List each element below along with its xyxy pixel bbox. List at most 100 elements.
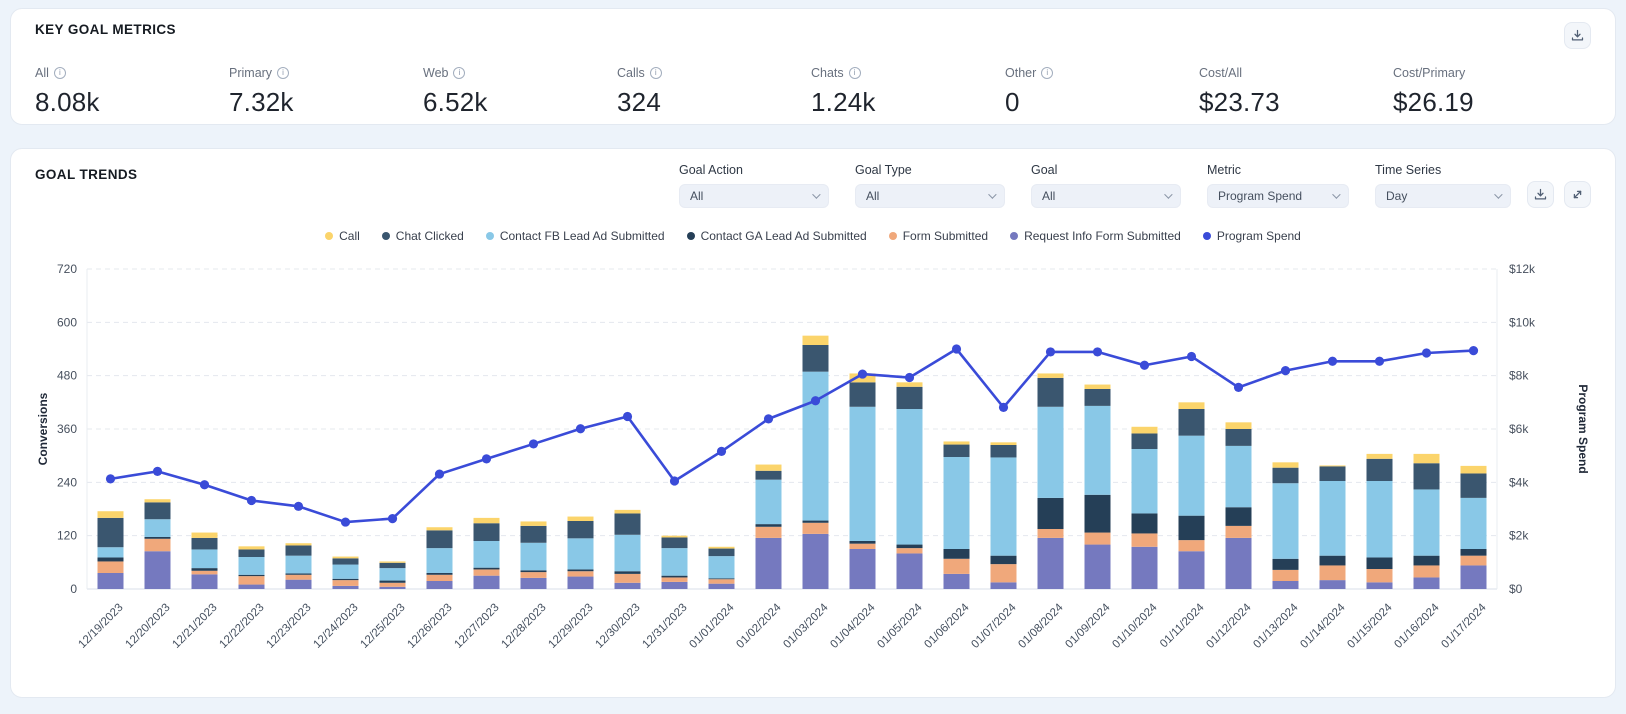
bar-segment-request-info-form-submitted (944, 574, 970, 589)
x-axis-label: 12/28/2023 (499, 602, 548, 651)
bar-segment-form-submitted (756, 527, 782, 538)
bar-segment-chat-clicked (1367, 459, 1393, 481)
filter-label: Goal (1031, 163, 1181, 177)
bar-segment-contact-ga-lead-ad-submitted (145, 537, 171, 539)
legend-label: Contact GA Lead Ad Submitted (701, 229, 867, 243)
x-axis-label: 01/16/2024 (1392, 601, 1442, 651)
program-spend-point (576, 424, 585, 433)
bar-segment-contact-ga-lead-ad-submitted (568, 569, 594, 571)
filter-select-goal[interactable]: All (1031, 184, 1181, 208)
info-icon[interactable]: i (1041, 67, 1053, 79)
bar-segment-request-info-form-submitted (192, 574, 218, 589)
program-spend-point (1422, 348, 1431, 357)
right-axis-tick: $2k (1509, 529, 1529, 543)
trends-expand-button[interactable] (1564, 181, 1591, 208)
legend-item-request-info-form-submitted[interactable]: Request Info Form Submitted (1010, 228, 1181, 244)
bar-segment-contact-ga-lead-ad-submitted (944, 549, 970, 559)
program-spend-point (153, 467, 162, 476)
metric-label: Chatsi (811, 66, 1005, 80)
x-axis-label: 12/23/2023 (264, 602, 313, 651)
program-spend-point (200, 480, 209, 489)
metric-value: 324 (617, 87, 811, 118)
program-spend-point (529, 439, 538, 448)
info-icon[interactable]: i (849, 67, 861, 79)
filter-select-metric[interactable]: Program Spend (1207, 184, 1349, 208)
x-axis-label: 01/14/2024 (1298, 601, 1348, 651)
bar-segment-request-info-form-submitted (521, 578, 547, 589)
bar-segment-contact-ga-lead-ad-submitted (1367, 557, 1393, 569)
info-icon[interactable]: i (453, 67, 465, 79)
metrics-download-button[interactable] (1564, 22, 1591, 49)
legend-item-program-spend[interactable]: Program Spend (1203, 228, 1301, 244)
info-icon[interactable]: i (277, 67, 289, 79)
goal-trends-panel: GOAL TRENDS Goal ActionAllGoal TypeAllGo… (10, 148, 1616, 698)
bar-segment-chat-clicked (850, 382, 876, 406)
filter-time-series: Time SeriesDay (1375, 163, 1511, 208)
filter-select-time-series[interactable]: Day (1375, 184, 1511, 208)
program-spend-point (482, 454, 491, 463)
program-spend-point (247, 496, 256, 505)
bar-segment-contact-fb-lead-ad-submitted (145, 519, 171, 537)
bar-segment-form-submitted (991, 564, 1017, 582)
legend-label: Contact FB Lead Ad Submitted (500, 229, 665, 243)
bar-segment-request-info-form-submitted (1367, 582, 1393, 589)
trends-download-button[interactable] (1527, 181, 1554, 208)
bar-segment-call (1273, 462, 1299, 467)
filter-goal: Goal All (1031, 163, 1181, 208)
program-spend-point (952, 344, 961, 353)
bar-segment-contact-ga-lead-ad-submitted (1226, 507, 1252, 526)
metric-value: 8.08k (35, 87, 229, 118)
bar-segment-call (709, 547, 735, 549)
trends-chart: 0$0120$2k240$4k360$6k480$8k600$10k720$12… (35, 248, 1591, 680)
bar-segment-contact-fb-lead-ad-submitted (897, 409, 923, 545)
filter-select-goal-type[interactable]: All (855, 184, 1005, 208)
x-axis-label: 12/27/2023 (452, 602, 501, 651)
bar-segment-chat-clicked (662, 537, 688, 548)
bar-segment-request-info-form-submitted (709, 584, 735, 589)
legend-item-contact-ga-lead-ad-submitted[interactable]: Contact GA Lead Ad Submitted (687, 228, 867, 244)
bar-segment-chat-clicked (521, 526, 547, 543)
right-axis-tick: $0 (1509, 582, 1523, 596)
bar-segment-contact-ga-lead-ad-submitted (380, 581, 406, 583)
program-spend-point (388, 514, 397, 523)
bar-segment-chat-clicked (1085, 389, 1111, 406)
program-spend-line (111, 349, 1474, 522)
x-axis-label: 01/04/2024 (828, 601, 878, 651)
bar-segment-form-submitted (1461, 556, 1487, 566)
key-goal-metrics-panel: KEY GOAL METRICS Alli8.08kPrimaryi7.32kW… (10, 8, 1616, 125)
bar-segment-request-info-form-submitted (427, 581, 453, 589)
bar-segment-chat-clicked (1179, 409, 1205, 436)
metric-value: $26.19 (1393, 87, 1587, 118)
program-spend-point (1281, 366, 1290, 375)
key-goal-metrics-title: KEY GOAL METRICS (35, 22, 176, 37)
bar-segment-form-submitted (1179, 540, 1205, 551)
legend-item-contact-fb-lead-ad-submitted[interactable]: Contact FB Lead Ad Submitted (486, 228, 665, 244)
info-icon[interactable]: i (650, 67, 662, 79)
legend-item-chat-clicked[interactable]: Chat Clicked (382, 228, 464, 244)
bar-segment-contact-ga-lead-ad-submitted (1414, 556, 1440, 566)
bar-segment-request-info-form-submitted (1320, 580, 1346, 589)
bar-segment-call (1038, 373, 1064, 377)
bar-segment-chat-clicked (803, 345, 829, 372)
bar-segment-request-info-form-submitted (615, 583, 641, 589)
info-icon[interactable]: i (54, 67, 66, 79)
bar-segment-request-info-form-submitted (897, 553, 923, 589)
left-axis-title: Conversions (36, 392, 50, 465)
bar-segment-call (568, 517, 594, 521)
bar-segment-chat-clicked (709, 549, 735, 557)
bar-segment-chat-clicked (286, 545, 312, 555)
x-axis-label: 01/06/2024 (922, 601, 972, 651)
filter-select-goal-action[interactable]: All (679, 184, 829, 208)
bar-segment-contact-ga-lead-ad-submitted (333, 579, 359, 580)
bar-segment-contact-ga-lead-ad-submitted (521, 570, 547, 572)
program-spend-point (623, 412, 632, 421)
bar-segment-contact-ga-lead-ad-submitted (286, 573, 312, 574)
bar-segment-contact-ga-lead-ad-submitted (1085, 495, 1111, 533)
bar-segment-contact-ga-lead-ad-submitted (615, 571, 641, 574)
legend-item-form-submitted[interactable]: Form Submitted (889, 228, 988, 244)
bar-segment-chat-clicked (98, 518, 124, 547)
bar-segment-chat-clicked (897, 387, 923, 409)
x-axis-label: 01/11/2024 (1158, 601, 1207, 650)
filter-selected-value: All (866, 189, 879, 203)
legend-item-call[interactable]: Call (325, 228, 360, 244)
